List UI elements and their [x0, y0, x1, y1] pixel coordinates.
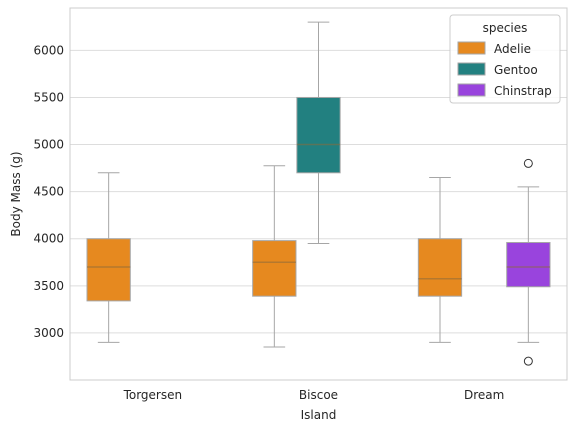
y-tick-label: 3500	[33, 279, 64, 293]
outlier-point	[523, 356, 533, 366]
y-tick-label: 3000	[33, 326, 64, 340]
legend-entry-chinstrap: Chinstrap	[457, 83, 552, 98]
box-torgersen-adelie	[86, 172, 131, 343]
box-biscoe-gentoo	[296, 21, 341, 244]
plot-frame	[69, 7, 568, 381]
iqr-box	[417, 238, 463, 297]
legend-title: species	[483, 21, 528, 35]
legend-swatch	[457, 41, 486, 55]
x-tick-label: Dream	[464, 388, 504, 402]
outlier-point	[523, 158, 533, 168]
legend-frame	[449, 14, 561, 104]
legend: species Adelie Gentoo Chinstrap	[449, 14, 561, 104]
legend-swatch	[457, 62, 486, 76]
legend-entry-gentoo: Gentoo	[457, 62, 538, 77]
x-tick-label: Biscoe	[299, 388, 338, 402]
x-tick-label: Torgersen	[123, 388, 183, 402]
y-tick-label: 4000	[33, 232, 64, 246]
y-tick-label: 4500	[33, 185, 64, 199]
box-dream-chinstrap	[506, 158, 551, 366]
legend-label: Gentoo	[494, 63, 538, 77]
legend-swatch	[457, 83, 486, 97]
x-axis-ticks: Torgersen Biscoe Dream	[123, 388, 505, 402]
iqr-box	[296, 96, 341, 174]
legend-label: Adelie	[494, 42, 531, 56]
legend-label: Chinstrap	[494, 84, 552, 98]
legend-entry-adelie: Adelie	[457, 41, 531, 56]
y-axis-label: Body Mass (g)	[9, 151, 23, 236]
iqr-box	[86, 238, 131, 302]
boxes	[86, 21, 551, 366]
y-tick-label: 5500	[33, 90, 64, 104]
iqr-box	[252, 240, 297, 297]
box-dream-adelie	[417, 177, 463, 343]
x-axis-label: Island	[301, 408, 337, 422]
iqr-box	[506, 242, 551, 288]
y-tick-label: 6000	[33, 43, 64, 57]
y-axis-ticks: 3000 3500 4000 4500 5000 5500 6000	[33, 43, 64, 340]
box-biscoe-adelie	[252, 165, 297, 348]
y-tick-label: 5000	[33, 138, 64, 152]
